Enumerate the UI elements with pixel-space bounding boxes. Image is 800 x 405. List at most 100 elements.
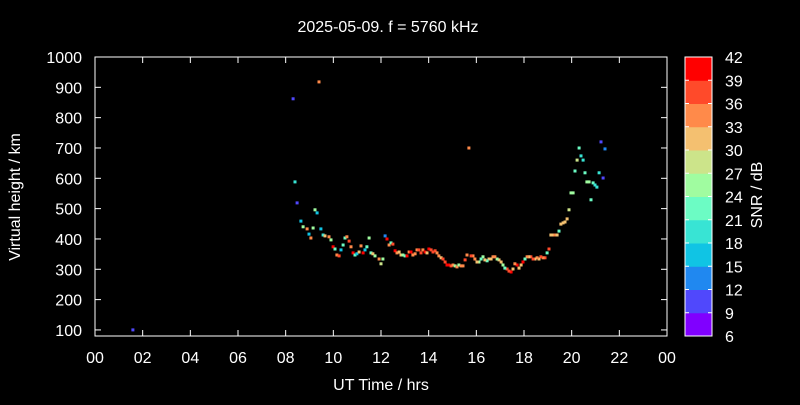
data-point — [573, 169, 577, 173]
data-point — [505, 267, 509, 271]
colorbar-tick-label: 36 — [725, 97, 743, 114]
data-point — [541, 256, 545, 260]
data-point — [301, 225, 305, 229]
data-point — [437, 254, 441, 258]
data-points — [131, 80, 607, 332]
data-point — [491, 255, 495, 259]
data-point — [389, 241, 393, 245]
data-point — [467, 146, 471, 150]
data-point — [333, 247, 337, 251]
data-point — [569, 191, 573, 195]
data-point — [331, 245, 335, 249]
data-point — [503, 266, 507, 270]
data-point — [479, 257, 483, 261]
data-point — [489, 257, 493, 261]
data-point — [407, 250, 411, 254]
data-point — [319, 227, 323, 231]
data-point — [557, 229, 561, 233]
data-point — [507, 269, 511, 273]
data-point — [497, 258, 501, 262]
x-tick-label: 02 — [134, 350, 152, 367]
data-point — [365, 245, 369, 249]
data-point — [565, 217, 569, 221]
data-point — [461, 264, 465, 268]
data-point — [379, 262, 383, 266]
data-point — [549, 233, 553, 237]
y-tick-label: 800 — [55, 111, 82, 128]
data-point — [455, 265, 459, 269]
data-point — [451, 263, 455, 267]
data-point — [529, 255, 533, 259]
x-tick-label: 06 — [229, 350, 247, 367]
colorbar-band — [685, 57, 712, 81]
data-point — [291, 97, 295, 101]
data-point — [433, 249, 437, 253]
data-point — [307, 232, 311, 236]
data-point — [431, 250, 435, 254]
data-point — [427, 247, 431, 251]
x-tick-label: 12 — [372, 350, 390, 367]
data-point — [309, 236, 313, 240]
colorbar-band — [685, 266, 712, 290]
data-point — [447, 263, 451, 267]
data-point — [599, 140, 603, 144]
y-tick-label: 600 — [55, 171, 82, 188]
data-point — [345, 235, 349, 239]
y-tick-label: 100 — [55, 323, 82, 340]
y-tick-label: 200 — [55, 293, 82, 310]
data-point — [521, 260, 525, 264]
data-point — [485, 259, 489, 263]
data-point — [315, 211, 319, 215]
data-point — [311, 226, 315, 230]
data-point — [577, 146, 581, 150]
data-point — [323, 234, 327, 238]
colorbar-tick-label: 9 — [725, 306, 734, 323]
data-point — [401, 253, 405, 257]
data-point — [383, 234, 387, 238]
data-point — [531, 257, 535, 261]
data-point — [547, 247, 551, 251]
x-tick-label: 16 — [467, 350, 485, 367]
colorbar-band — [685, 312, 712, 337]
data-point — [537, 257, 541, 261]
data-point — [423, 250, 427, 254]
colorbar-band — [685, 103, 712, 128]
data-point — [533, 257, 537, 261]
colorbar-tick-label: 33 — [725, 120, 743, 137]
data-point — [481, 255, 485, 259]
data-point — [579, 154, 583, 158]
colorbar-band — [685, 219, 712, 244]
y-axis-ticks: 100 200 300 400 500 600 700 800 900 1000 — [46, 50, 667, 340]
x-axis-label: UT Time / hrs — [333, 377, 429, 394]
colorbar-band — [685, 196, 712, 221]
x-tick-label: 20 — [563, 350, 581, 367]
data-point — [369, 251, 373, 255]
data-point — [589, 198, 593, 202]
data-point — [463, 258, 467, 262]
data-point — [421, 248, 425, 252]
data-point — [385, 237, 389, 241]
data-point — [409, 250, 413, 254]
data-point — [517, 266, 521, 270]
data-point — [563, 220, 567, 224]
data-point — [317, 80, 321, 84]
data-point — [445, 263, 449, 267]
data-point — [293, 180, 297, 184]
data-point — [313, 208, 317, 212]
x-tick-label: 10 — [324, 350, 342, 367]
colorbar-tick-label: 21 — [725, 213, 743, 230]
data-point — [357, 250, 361, 254]
data-point — [459, 264, 463, 268]
colorbar: 6 9 12 15 18 21 24 27 30 33 36 39 42 — [684, 50, 743, 346]
y-tick-label: 1000 — [46, 50, 82, 67]
data-point — [501, 263, 505, 267]
data-point — [581, 158, 585, 162]
data-point — [337, 254, 341, 258]
data-point — [353, 253, 357, 257]
y-tick-label: 900 — [55, 80, 82, 97]
data-point — [567, 208, 571, 212]
data-point — [351, 251, 355, 255]
x-tick-label: 22 — [610, 350, 628, 367]
chart-title: 2025-05-09. f = 5760 kHz — [297, 19, 478, 36]
data-point — [443, 260, 447, 264]
